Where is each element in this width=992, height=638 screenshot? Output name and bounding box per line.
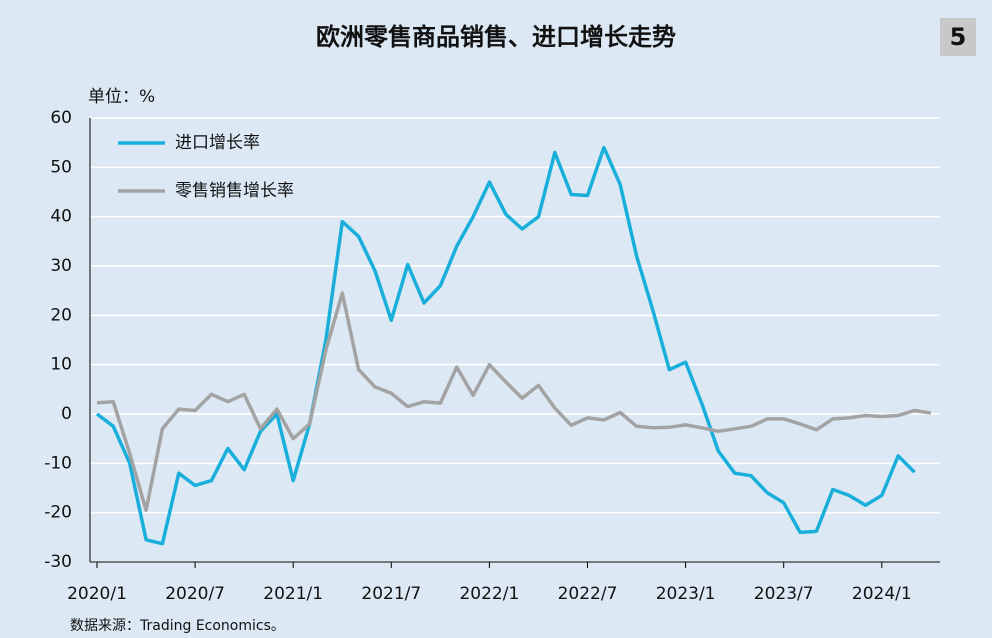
y-tick-label: 0 bbox=[61, 404, 72, 424]
series-line bbox=[96, 291, 932, 512]
series-line bbox=[95, 145, 916, 546]
source: 数据来源：Trading Economics。 bbox=[70, 618, 285, 634]
badge: 5 bbox=[950, 23, 967, 51]
legend-label: 零售销售增长率 bbox=[175, 181, 294, 201]
x-tick-label: 2020/7 bbox=[165, 584, 225, 604]
badge-box bbox=[940, 18, 976, 56]
y-tick-label: 10 bbox=[50, 355, 72, 375]
x-tick-label: 2023/7 bbox=[754, 584, 814, 604]
y-tick-label: 50 bbox=[50, 157, 72, 177]
y-tick-label: -30 bbox=[44, 552, 72, 572]
x-tick-label: 2024/1 bbox=[852, 584, 912, 604]
x-tick-label: 2022/7 bbox=[558, 584, 618, 604]
y-tick-label: 30 bbox=[50, 256, 72, 276]
y-tick-label: 20 bbox=[50, 305, 72, 325]
x-tick-label: 2020/1 bbox=[67, 584, 127, 604]
chart-title: 欧洲零售商品销售、进口增长走势 bbox=[316, 23, 676, 51]
x-tick-label: 2021/1 bbox=[263, 584, 323, 604]
x-tick-label: 2023/1 bbox=[656, 584, 716, 604]
x-tick-label: 2021/7 bbox=[361, 584, 421, 604]
unit-label: 单位：% bbox=[88, 87, 155, 107]
y-tick-label: -10 bbox=[44, 453, 72, 473]
y-tick-label: 60 bbox=[50, 108, 72, 128]
y-tick-label: 40 bbox=[50, 207, 72, 227]
legend-label: 进口增长率 bbox=[175, 133, 260, 153]
x-tick-label: 2022/1 bbox=[459, 584, 519, 604]
y-tick-label: -20 bbox=[44, 503, 72, 523]
